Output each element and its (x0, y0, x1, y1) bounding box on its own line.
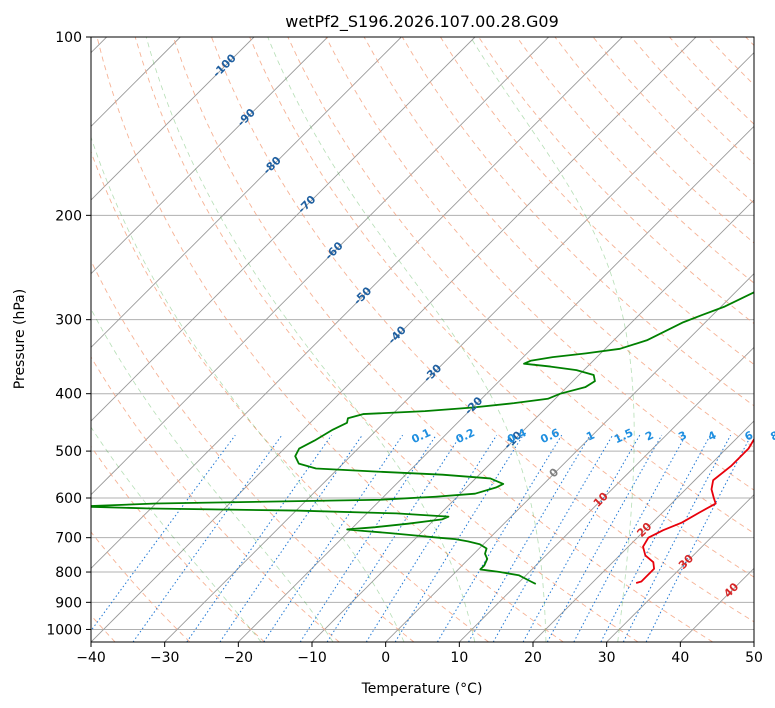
x-tick-label: 30 (598, 650, 616, 666)
mixing-ratio-label: 8 (768, 429, 775, 444)
isotherm-line (91, 37, 549, 496)
x-axis: −40 −30 −20 −10 0 10 20 30 40 50 (76, 642, 763, 666)
x-tick-label: −20 (224, 650, 254, 666)
y-axis: 100 200 300 400 500 600 700 800 900 1000 (46, 30, 91, 638)
isotherm-line (91, 37, 476, 422)
x-tick-label: 50 (745, 650, 763, 666)
mixing-ratio-line (365, 434, 498, 642)
dry-adiabat-line (91, 531, 191, 642)
mixing-ratio-line (645, 434, 752, 642)
y-tick-label: 200 (55, 208, 82, 224)
temperature-profile-line (635, 438, 754, 584)
dry-adiabat-line (91, 259, 415, 642)
dry-adiabat-line (401, 37, 754, 407)
dry-adiabat-line (440, 37, 754, 365)
x-tick-label: −40 (76, 650, 106, 666)
mixing-ratio-line (522, 434, 641, 642)
mixing-ratio-line (326, 434, 462, 642)
y-axis-title: Pressure (hPa) (12, 289, 28, 389)
moist-adiabat-line (91, 135, 405, 642)
y-tick-label: 300 (55, 313, 82, 329)
x-tick-label: −10 (297, 650, 327, 666)
mixing-ratio-line (492, 434, 614, 642)
y-tick-label: 500 (55, 444, 82, 460)
isotherm-line (91, 37, 623, 569)
dry-adiabat-line (91, 150, 489, 642)
dry-adiabat-line (96, 37, 564, 642)
dry-adiabat-line (287, 37, 754, 534)
dewpoint-profile-line (91, 291, 754, 585)
moist-adiabat-line (145, 37, 476, 642)
mixing-ratio-line (219, 434, 363, 642)
x-tick-label: 20 (524, 650, 542, 666)
x-tick-label: 10 (450, 650, 468, 666)
mixing-ratio-line (622, 434, 732, 642)
dry-adiabat-line (134, 37, 639, 642)
x-tick-label: 0 (381, 650, 390, 666)
moist-adiabat-line (470, 37, 635, 642)
y-tick-label: 600 (55, 491, 82, 507)
x-tick-label: 40 (671, 650, 689, 666)
dry-adiabat-line (516, 37, 754, 284)
plot-frame (90, 36, 755, 643)
isotherm-line (311, 199, 754, 642)
x-tick-label: −30 (150, 650, 180, 666)
background-lines (91, 37, 754, 642)
isotherm-line (532, 420, 754, 642)
mixing-ratio-line (573, 434, 687, 642)
y-tick-label: 800 (55, 565, 82, 581)
isotherm-line (459, 346, 754, 642)
profile-series (91, 291, 754, 585)
mixing-ratio-line (394, 434, 524, 642)
isotherm-line (238, 125, 754, 642)
isotherm-line (91, 37, 402, 348)
y-tick-label: 900 (55, 595, 82, 611)
x-axis-title: Temperature (°C) (361, 681, 483, 697)
chart-title: wetPf2_S196.2026.107.00.28.G09 (285, 12, 559, 32)
mixing-ratio-line (546, 434, 663, 642)
mixing-ratio-line (186, 434, 332, 642)
dry-adiabat-line (249, 37, 754, 578)
isotherm-line (385, 273, 754, 642)
mixing-ratio-line (468, 434, 591, 642)
y-tick-label: 400 (55, 387, 82, 403)
isotherm-line (164, 52, 754, 642)
moist-adiabat-line (91, 308, 334, 642)
mixing-ratio-line (91, 434, 236, 632)
y-tick-label: 100 (55, 30, 82, 46)
y-tick-label: 1000 (46, 622, 82, 638)
isotherm-line (680, 567, 754, 642)
dry-adiabat-line (211, 37, 754, 623)
y-tick-label: 700 (55, 531, 82, 547)
dry-adiabat-line (91, 356, 340, 642)
dry-adiabat-line (91, 445, 265, 642)
